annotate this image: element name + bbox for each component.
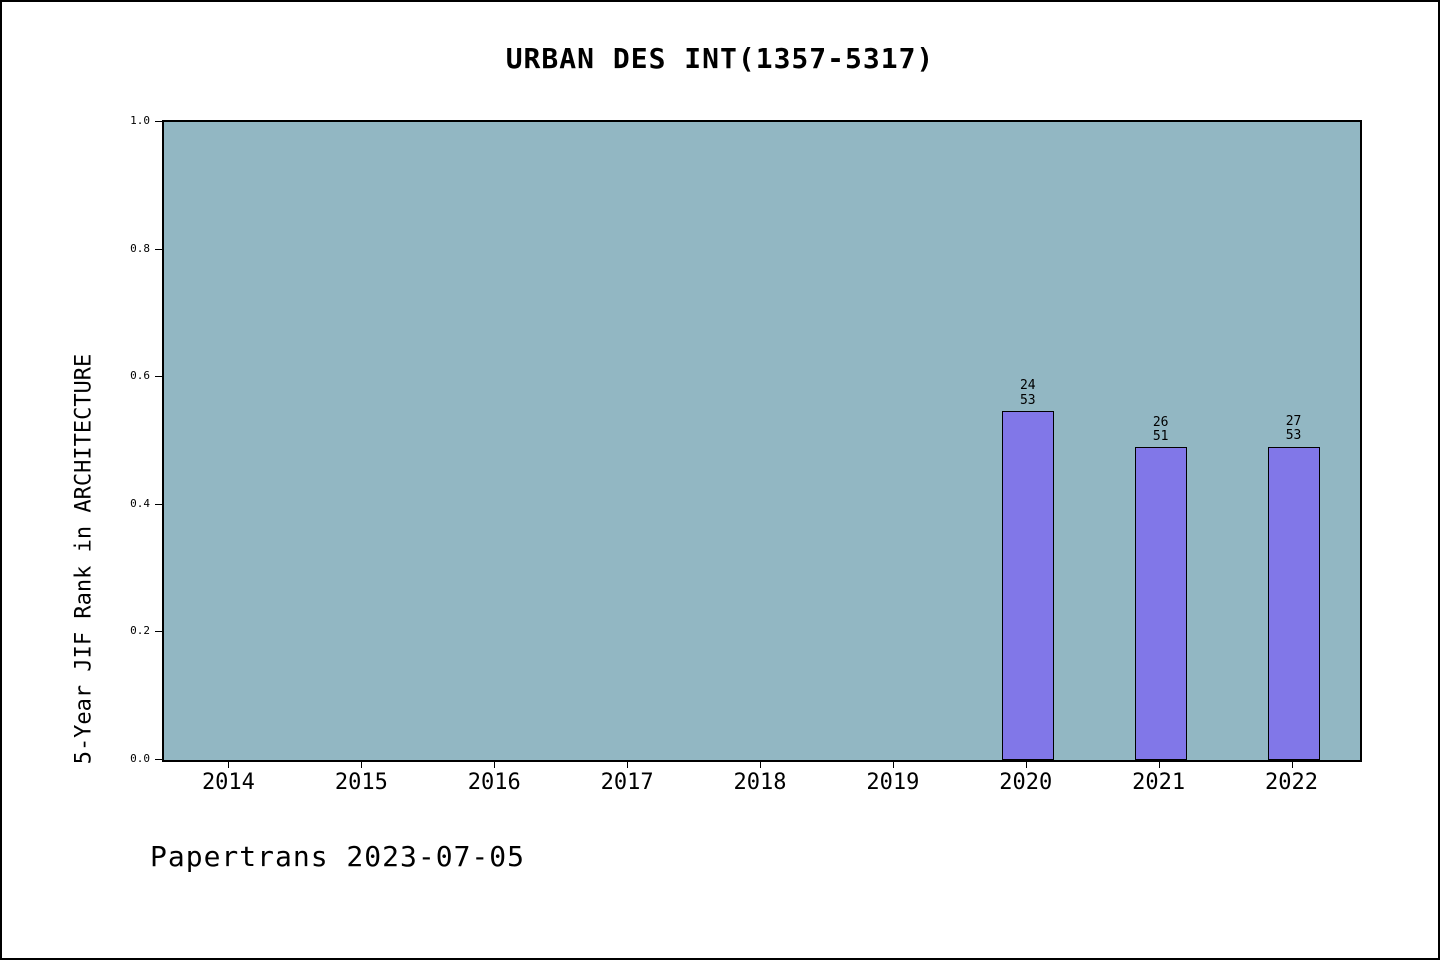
x-tick-label: 2022 [1265,770,1319,795]
y-tick-mark [155,121,162,122]
x-tick-label: 2019 [866,770,920,795]
y-tick-mark [155,759,162,760]
x-tick-label: 2020 [999,770,1053,795]
chart-title: URBAN DES INT(1357-5317) [505,42,935,75]
chart-container: 24 53 26 51 27 53 5-Year JIF Rank in ARCHI… [2,114,1440,820]
y-tick-label: 0.6 [130,369,150,383]
bar [1001,411,1054,760]
y-tick-label: 0.2 [130,624,150,638]
x-tick-label: 2016 [467,770,521,795]
x-tick-mark [1025,762,1027,768]
bar-value-label: 27 53 [1285,414,1302,444]
x-tick-mark [494,762,496,768]
y-axis-label: 5-Year JIF Rank in ARCHITECTURE [71,353,97,765]
y-tick-mark [155,631,162,633]
y-tick-mark [155,248,162,250]
bar [1134,447,1187,760]
x-tick-mark [892,762,894,768]
plot-area: 24 53 26 51 27 53 [162,120,1362,762]
y-tick-label: 0.8 [130,241,150,255]
bar-value-label: 24 53 [1019,378,1036,408]
bar [1267,446,1320,760]
y-tick-mark [155,503,162,505]
x-tick-label: 2018 [733,770,787,795]
x-tick-mark [760,762,761,768]
x-tick-mark [627,762,629,768]
y-tick-label: 0.0 [130,752,150,765]
x-tick-label: 2015 [334,770,388,795]
x-tick-mark [1158,762,1160,768]
y-tick-label: 0.4 [130,496,150,510]
bar-value-label: 26 51 [1152,414,1169,445]
x-tick-label: 2021 [1132,770,1186,795]
footer-text: Papertrans 2023-07-05 [150,840,526,873]
x-tick-mark [1291,762,1293,768]
x-tick-mark [361,762,363,768]
x-tick-label: 2014 [201,770,255,795]
y-tick-mark [155,376,162,378]
x-tick-mark [228,762,230,768]
y-tick-label: 1.0 [130,114,150,127]
x-tick-label: 2017 [600,770,654,795]
